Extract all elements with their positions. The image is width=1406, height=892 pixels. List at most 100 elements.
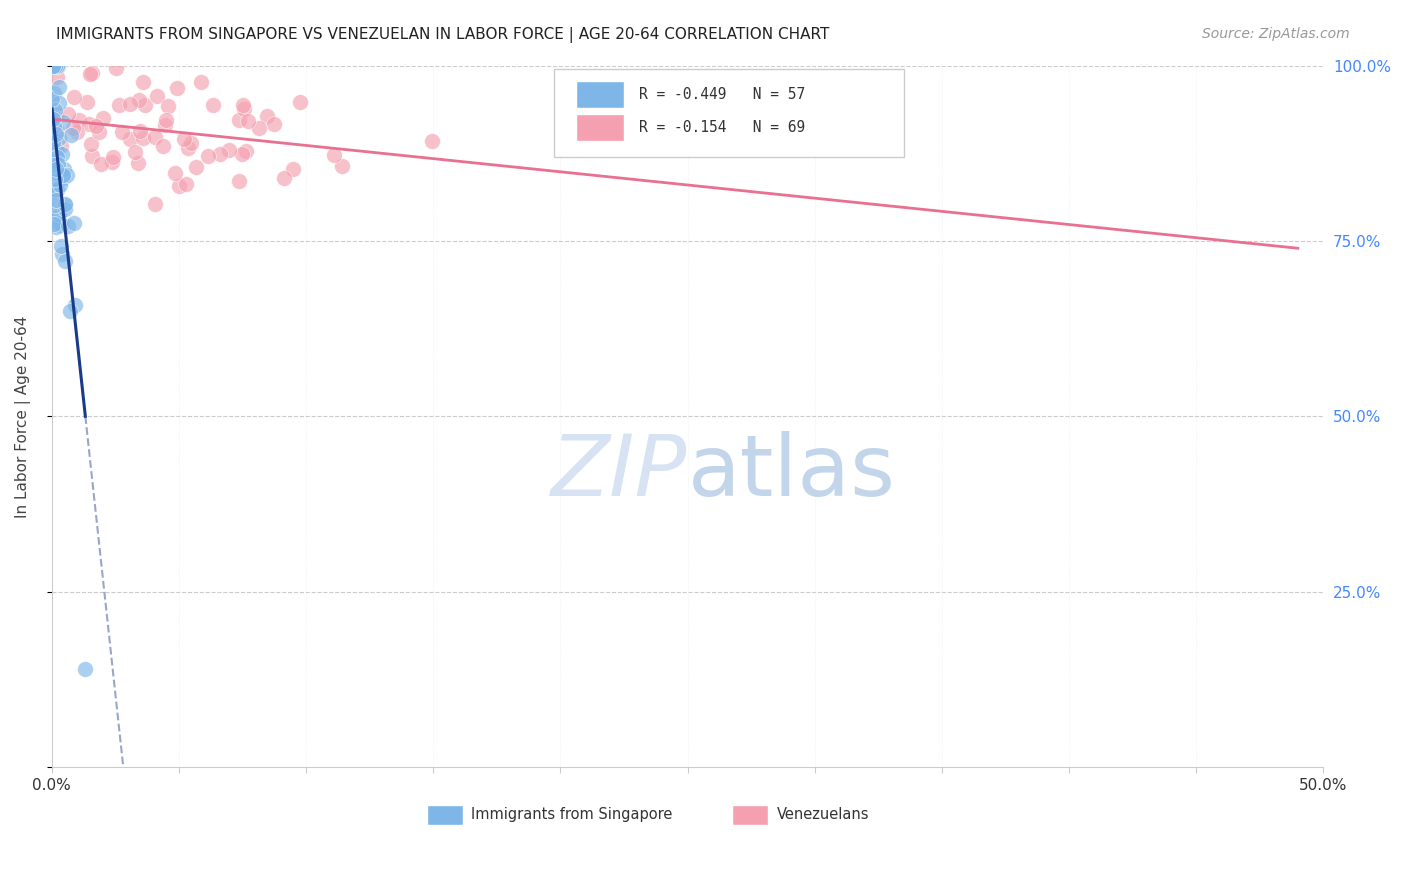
Point	[166, 81, 188, 95]
Point	[190, 74, 212, 88]
Point	[49, 218, 72, 232]
Point	[52, 171, 75, 186]
Point	[46, 150, 69, 164]
Point	[127, 156, 149, 170]
Bar	[575, 81, 624, 108]
Point	[173, 132, 195, 146]
Point	[128, 93, 150, 107]
Point	[49, 178, 72, 193]
Point	[44, 166, 66, 180]
Point	[52, 114, 75, 128]
Point	[420, 134, 443, 148]
Point	[56, 107, 79, 121]
Point	[111, 125, 134, 139]
Point	[79, 67, 101, 81]
Text: atlas: atlas	[688, 431, 896, 514]
Text: R = -0.154   N = 69: R = -0.154 N = 69	[640, 120, 806, 135]
Point	[45, 124, 67, 138]
Y-axis label: In Labor Force | Age 20-64: In Labor Force | Age 20-64	[15, 315, 31, 517]
Point	[82, 149, 104, 163]
Point	[104, 61, 127, 75]
Point	[77, 117, 100, 131]
Point	[153, 118, 176, 132]
Point	[42, 87, 65, 101]
Point	[124, 145, 146, 160]
Point	[59, 128, 82, 142]
Point	[80, 136, 103, 151]
Point	[87, 125, 110, 139]
Point	[232, 102, 254, 116]
Point	[80, 66, 103, 80]
Bar	[733, 805, 768, 825]
Point	[174, 177, 197, 191]
Point	[134, 98, 156, 112]
Point	[131, 131, 153, 145]
Point	[48, 207, 70, 221]
Text: Immigrants from Singapore: Immigrants from Singapore	[471, 807, 673, 822]
Point	[45, 108, 67, 122]
Point	[273, 171, 295, 186]
Point	[152, 139, 174, 153]
Point	[323, 147, 346, 161]
Point	[44, 197, 66, 211]
Point	[42, 59, 65, 73]
Point	[167, 179, 190, 194]
Point	[44, 171, 66, 186]
Point	[62, 120, 84, 135]
Point	[41, 136, 63, 150]
Point	[66, 125, 89, 139]
Bar	[575, 114, 624, 141]
Point	[63, 90, 86, 104]
Point	[218, 143, 240, 157]
Point	[45, 219, 67, 234]
Point	[129, 124, 152, 138]
Point	[44, 119, 66, 133]
Point	[53, 198, 76, 212]
Point	[41, 112, 63, 126]
Point	[53, 202, 76, 216]
Point	[145, 129, 167, 144]
Point	[247, 120, 270, 135]
Point	[45, 127, 67, 141]
Point	[67, 113, 90, 128]
Point	[65, 298, 87, 312]
Point	[118, 96, 141, 111]
Point	[44, 59, 66, 73]
Point	[163, 166, 186, 180]
Point	[177, 141, 200, 155]
Point	[155, 112, 177, 127]
Point	[256, 109, 278, 123]
Point	[51, 147, 73, 161]
Text: Venezuelans: Venezuelans	[776, 807, 869, 822]
Bar	[427, 805, 463, 825]
Point	[209, 147, 232, 161]
Point	[75, 662, 97, 676]
Point	[288, 95, 311, 109]
Point	[330, 159, 353, 173]
Point	[156, 99, 179, 113]
Point	[41, 59, 63, 73]
Point	[228, 174, 250, 188]
Point	[42, 218, 65, 232]
Point	[53, 254, 76, 268]
Point	[48, 131, 70, 145]
Point	[42, 111, 65, 125]
Point	[228, 113, 250, 128]
Point	[44, 103, 66, 117]
Point	[55, 168, 77, 182]
Point	[46, 183, 69, 197]
Point	[236, 113, 259, 128]
Point	[46, 144, 69, 158]
Point	[41, 92, 63, 106]
Text: Source: ZipAtlas.com: Source: ZipAtlas.com	[1202, 27, 1350, 41]
Point	[186, 160, 208, 174]
Point	[42, 59, 65, 73]
Point	[48, 96, 70, 111]
Point	[45, 162, 67, 177]
Point	[101, 154, 124, 169]
Point	[53, 197, 76, 211]
Point	[49, 139, 72, 153]
Point	[263, 118, 285, 132]
Point	[46, 59, 69, 73]
Point	[46, 157, 69, 171]
